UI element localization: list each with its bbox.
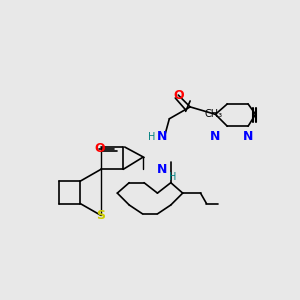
- Text: O: O: [173, 88, 184, 101]
- Text: CH₃: CH₃: [205, 109, 223, 119]
- Text: N: N: [243, 130, 253, 143]
- Text: O: O: [94, 142, 105, 155]
- Text: S: S: [97, 209, 106, 222]
- Text: N: N: [157, 130, 167, 143]
- Text: H: H: [148, 132, 155, 142]
- Text: H: H: [169, 172, 176, 182]
- Text: N: N: [210, 130, 220, 143]
- Text: N: N: [157, 163, 167, 176]
